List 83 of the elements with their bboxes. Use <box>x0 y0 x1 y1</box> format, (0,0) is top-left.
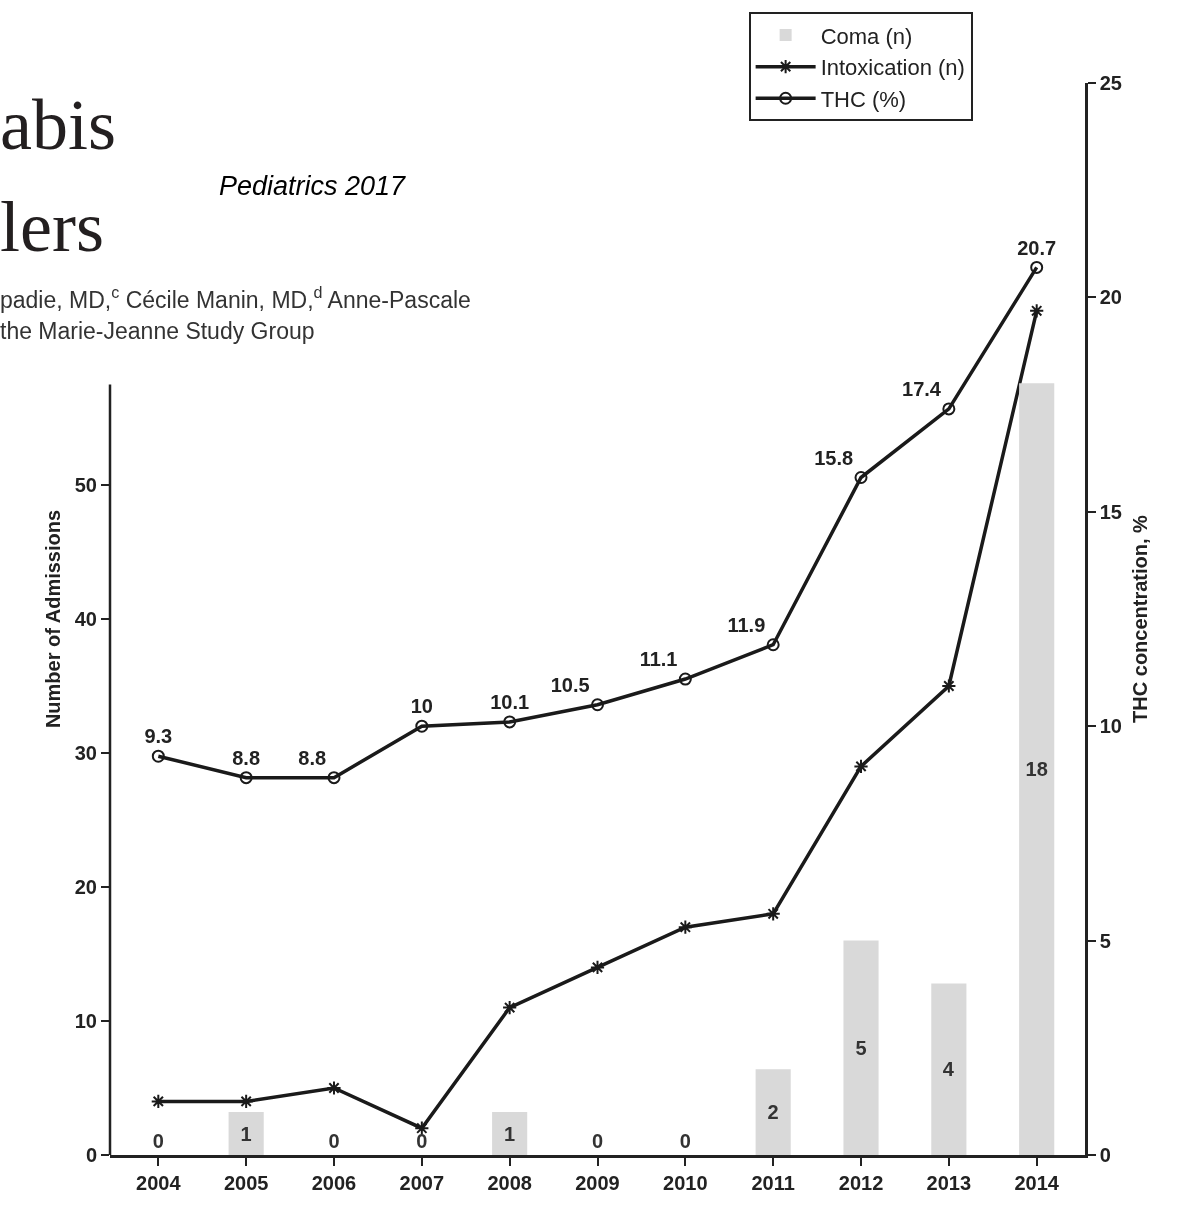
x-tick-label: 2006 <box>311 1171 357 1194</box>
legend-label: THC (%) <box>820 86 907 112</box>
point <box>589 959 606 975</box>
annotation: the Marie-Jeanne Study Group <box>0 318 315 344</box>
point <box>151 749 165 763</box>
y-axis-title: Number of Admissions <box>42 509 64 729</box>
y2-tick-label: 25 <box>1099 72 1122 94</box>
y-tick-label: 40 <box>74 608 97 630</box>
data-label: 20.7 <box>1017 236 1057 259</box>
x-tick-label: 2009 <box>575 1171 620 1194</box>
data-label: 0 <box>328 1130 340 1152</box>
legend-label: Intoxication (n) <box>820 55 965 81</box>
data-label: 1 <box>240 1122 252 1145</box>
y2-tick-label: 20 <box>1099 286 1122 309</box>
point <box>677 919 693 935</box>
point <box>415 719 429 733</box>
bar <box>492 1112 528 1155</box>
point <box>502 1000 518 1016</box>
bar <box>843 940 879 1155</box>
point <box>327 771 341 785</box>
bar <box>755 1069 791 1155</box>
x-tick-label: 2011 <box>751 1171 795 1194</box>
x-tick-label: 2007 <box>399 1171 445 1194</box>
bar <box>1019 383 1055 1155</box>
annotation: abis <box>0 85 116 165</box>
x-tick-label: 2014 <box>1014 1171 1060 1194</box>
data-label: 18 <box>1025 758 1048 781</box>
point <box>765 906 781 922</box>
data-label: 0 <box>152 1130 164 1152</box>
x-tick-label: 2012 <box>838 1171 884 1194</box>
data-label: 1 <box>504 1122 516 1145</box>
y2-tick-label: 15 <box>1099 500 1122 523</box>
point <box>591 698 604 712</box>
x-tick-label: 2005 <box>223 1171 269 1194</box>
data-label: 9.3 <box>144 725 173 748</box>
data-label: 11.1 <box>639 648 678 671</box>
y2-tick-label: 0 <box>1099 1144 1111 1166</box>
text: lers <box>0 187 104 267</box>
annotation: Pediatrics 2017 <box>219 171 407 201</box>
point <box>414 1120 430 1136</box>
point <box>766 638 780 652</box>
y-tick-label: 0 <box>85 1144 97 1166</box>
x-tick-label: 2013 <box>926 1171 972 1194</box>
point <box>150 1093 166 1109</box>
data-label: 11.9 <box>727 613 766 636</box>
y2-tick-label: 10 <box>1099 715 1122 738</box>
data-label: 15.8 <box>814 446 854 469</box>
bar <box>931 983 967 1155</box>
data-label: 10.1 <box>490 691 530 714</box>
point <box>326 1080 342 1096</box>
data-label: 8.8 <box>298 746 327 769</box>
y-tick-label: 20 <box>74 876 97 898</box>
annotation: padie, MD,$^{c}$ Cécile Manin, MD,$^{d}$ Anne-Pascale <box>0 283 471 313</box>
data-label: 0 <box>679 1130 691 1152</box>
point <box>678 672 692 686</box>
data-label: 5 <box>855 1036 867 1059</box>
data-label: 8.8 <box>232 746 261 769</box>
data-label: 10 <box>410 695 433 718</box>
legend-label: Coma (n) <box>820 23 913 49</box>
x-tick-label: 2008 <box>487 1171 532 1194</box>
data-label: 0 <box>591 1130 604 1152</box>
y2-tick-label: 5 <box>1099 929 1111 952</box>
data-label: 4 <box>942 1058 955 1081</box>
y-tick-label: 50 <box>74 474 97 496</box>
x-tick-label: 2010 <box>663 1171 708 1194</box>
point <box>1029 303 1045 319</box>
x-tick-label: 2004 <box>136 1171 182 1194</box>
point <box>942 402 956 416</box>
point <box>238 1093 254 1109</box>
point <box>239 771 253 785</box>
point <box>1030 260 1044 274</box>
bar <box>228 1112 264 1155</box>
point <box>503 715 517 729</box>
data-label: 2 <box>767 1101 779 1124</box>
y-tick-label: 30 <box>74 742 97 764</box>
data-label: 17.4 <box>902 378 942 401</box>
point <box>853 758 869 774</box>
point <box>941 678 957 694</box>
y-tick-label: 10 <box>74 1010 97 1032</box>
point <box>854 471 868 484</box>
data-label: 0 <box>416 1130 428 1152</box>
y2-axis-title: THC concentration, % <box>1128 514 1151 723</box>
data-label: 10.5 <box>550 673 590 696</box>
